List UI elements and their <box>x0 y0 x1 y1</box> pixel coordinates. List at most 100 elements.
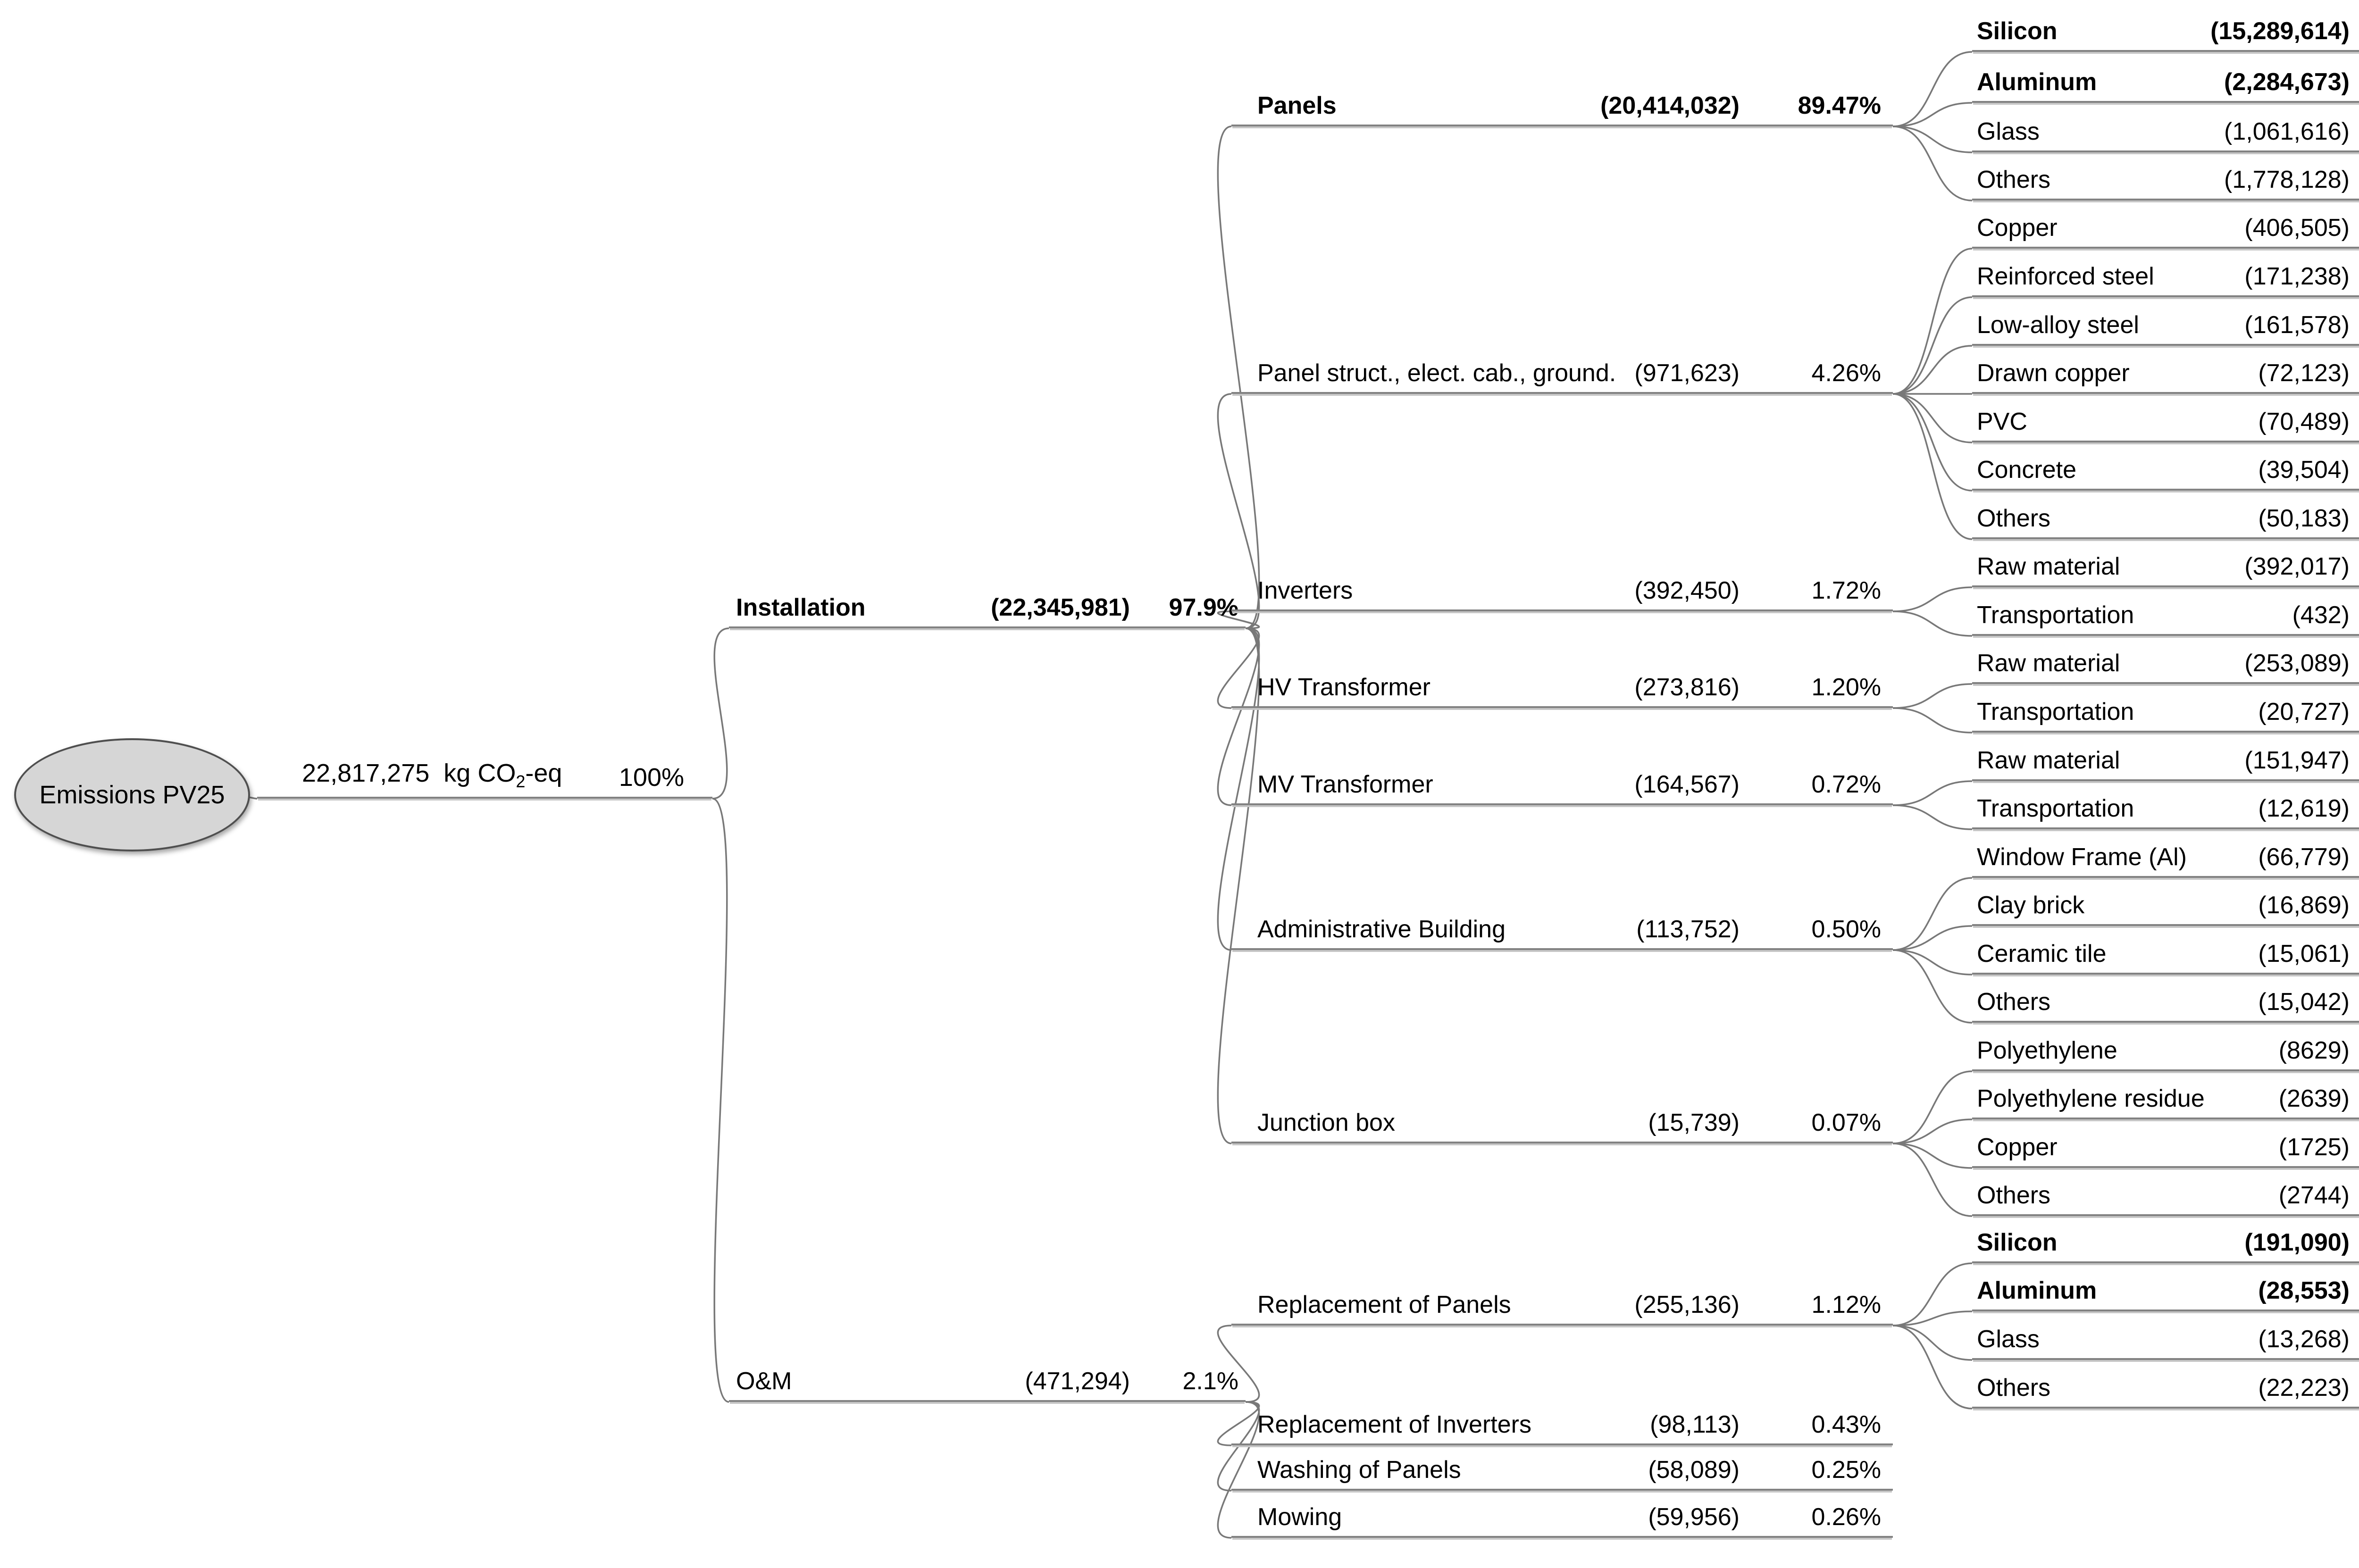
node-struct-copper: Copper (406,505) 1.78% <box>1972 197 2359 249</box>
node-value: (39,504) <box>2258 456 2350 484</box>
node-label: Mowing <box>1257 1503 1342 1531</box>
branch-curve <box>1892 248 1973 395</box>
branch-curve <box>1892 949 1973 976</box>
node-value: (191,090) <box>2244 1229 2350 1256</box>
node-struct-low-alloy-steel: Low-alloy steel (161,578) 0.71% <box>1972 294 2359 346</box>
node-value: (1,778,128) <box>2224 166 2350 193</box>
node-label: Clay brick <box>1977 892 2085 919</box>
branch-curve <box>1892 1143 1973 1169</box>
node-admin-clay-brick: Clay brick (16,869) 0.07% <box>1972 874 2359 926</box>
node-percent: 0.66% <box>2350 748 2359 773</box>
node-value: (15,061) <box>2258 940 2350 967</box>
node-value: (72,123) <box>2258 359 2350 387</box>
node-label: Others <box>1977 1182 2051 1209</box>
node-percent: 0.29% <box>2350 845 2359 869</box>
node-label: Junction box <box>1257 1109 1395 1136</box>
branch-curve <box>1892 683 1973 709</box>
branch-curve <box>1217 627 1260 951</box>
node-percent: 0.07% <box>2350 942 2359 966</box>
branch-curve <box>1892 393 1973 443</box>
branch-curve <box>1892 125 1973 153</box>
node-percent: 0.25% <box>1811 1456 1881 1484</box>
branch-curve <box>1892 393 1973 540</box>
node-label: Raw material <box>1977 650 2120 677</box>
node-label: Concrete <box>1977 456 2076 484</box>
node-value: (59,956) <box>1648 1503 1740 1531</box>
node-om: O&M (471,294) 2.1% <box>729 1350 1246 1402</box>
node-installation: Installation (22,345,981) 97.9% <box>729 576 1246 628</box>
node-label: Copper <box>1977 1134 2058 1161</box>
node-label: Window Frame (Al) <box>1977 843 2187 871</box>
node-label: Glass <box>1977 118 2040 145</box>
node-label: Transportation <box>1977 795 2134 822</box>
node-value: (20,414,032) <box>1600 92 1740 119</box>
node-label: Drawn copper <box>1977 359 2130 387</box>
node-value: (1,061,616) <box>2224 118 2350 145</box>
node-label: Aluminum <box>1977 1277 2097 1304</box>
node-percent: 1.78% <box>2350 216 2359 240</box>
node-value: (392,017) <box>2244 553 2350 580</box>
branch-curve <box>1217 393 1260 629</box>
node-value: (1725) <box>2278 1134 2350 1161</box>
branch-curve <box>1892 1143 1973 1217</box>
node-percent: 0.04% <box>2350 1038 2359 1063</box>
node-value: (471,294) <box>1025 1368 1130 1395</box>
node-value: (2639) <box>2278 1085 2350 1112</box>
node-percent: 0.75% <box>2350 264 2359 289</box>
branch-curve <box>1892 804 1973 830</box>
node-label: Others <box>1977 505 2051 532</box>
node-repl-silicon: Silicon (191,090) 0.84% <box>1972 1211 2359 1263</box>
node-panels-silicon: Silicon (15,289,614) 67.01% <box>1972 0 2359 52</box>
branch-curve <box>712 627 729 800</box>
branch-curve <box>1217 1401 1260 1492</box>
node-value: (161,578) <box>2244 311 2350 339</box>
branch-curve <box>1892 1070 1973 1144</box>
node-repl-others: Others (22,223) 0.10% <box>1972 1357 2359 1409</box>
node-value: (50,183) <box>2258 505 2350 532</box>
node-admin-ceramic-tile: Ceramic tile (15,061) 0.07% <box>1972 923 2359 975</box>
node-label: Transportation <box>1977 601 2134 629</box>
node-label: Raw material <box>1977 747 2120 774</box>
branch-curve <box>1892 296 1973 395</box>
node-replacement-inverters: Replacement of Inverters (98,113) 0.43% <box>1231 1393 1893 1445</box>
node-value: (406,505) <box>2244 214 2350 242</box>
branch-curve <box>1892 1325 1973 1410</box>
node-junction-box: Junction box (15,739) 0.07% <box>1231 1092 1893 1143</box>
node-value: (253,089) <box>2244 650 2350 677</box>
node-hv-transportation: Transportation (20,727) 0.09% <box>1972 681 2359 733</box>
node-label: Aluminum <box>1977 68 2097 96</box>
node-value: (432) <box>2292 601 2350 629</box>
node-mv-raw-material: Raw material (151,947) 0.66% <box>1972 729 2359 781</box>
total-row: 22,817,275 kg CO2-eq 100% <box>257 747 712 799</box>
node-percent: 0.43% <box>1811 1411 1881 1438</box>
branch-curve <box>1892 586 1973 612</box>
node-value: (22,223) <box>2258 1374 2350 1401</box>
node-label: PVC <box>1977 408 2027 435</box>
node-panels-aluminum: Aluminum (2,284,673) 10.01% <box>1972 51 2359 103</box>
node-percent: 0.72% <box>1811 771 1881 798</box>
branch-curve <box>1892 707 1973 734</box>
node-admin-building: Administrative Building (113,752) 0.50% <box>1231 898 1893 950</box>
branch-curve <box>1892 51 1973 127</box>
node-value: (22,345,981) <box>991 594 1130 621</box>
node-value: (2,284,673) <box>2224 68 2350 96</box>
node-label: Ceramic tile <box>1977 940 2107 967</box>
branch-curve <box>1217 627 1260 709</box>
node-value: (392,450) <box>1634 577 1740 604</box>
branch-curve <box>1217 627 1260 1144</box>
branch-curve <box>1892 1262 1973 1326</box>
node-panels: Panels (20,414,032) 89.47% <box>1231 75 1893 126</box>
node-percent: 2.1% <box>1182 1368 1238 1395</box>
root-node-ellipse: Emissions PV25 <box>14 738 250 851</box>
node-percent: 0.06% <box>2350 1327 2359 1351</box>
node-label: MV Transformer <box>1257 771 1433 798</box>
node-percent: 0.07% <box>2350 990 2359 1014</box>
node-percent: 7.79% <box>2350 167 2359 192</box>
node-value: (15,289,614) <box>2210 17 2350 45</box>
node-junction-polyethylene: Polyethylene (8629) 0.04% <box>1972 1019 2359 1071</box>
node-percent: 1.11% <box>2350 651 2359 676</box>
node-percent: 0.32% <box>2350 361 2359 385</box>
node-struct-reinforced-steel: Reinforced steel (171,238) 0.75% <box>1972 245 2359 297</box>
branch-curve <box>1892 610 1973 637</box>
